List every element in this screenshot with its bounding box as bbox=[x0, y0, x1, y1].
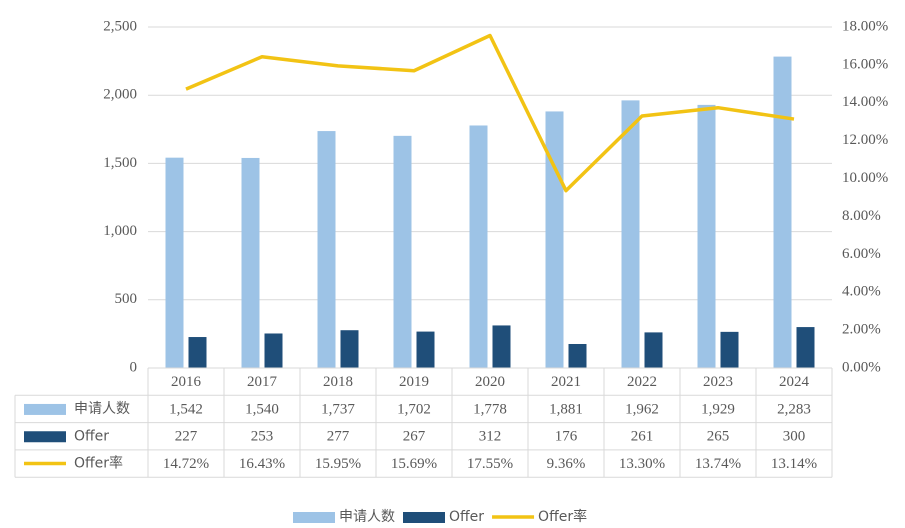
table-value: 13.14% bbox=[771, 456, 817, 472]
table-value: 1,929 bbox=[701, 401, 735, 417]
table-value: 227 bbox=[175, 429, 198, 445]
y-tick-label: 0 bbox=[130, 359, 138, 375]
table-value: 17.55% bbox=[467, 456, 513, 472]
row-label: Offer bbox=[74, 428, 109, 444]
table-value: 13.74% bbox=[695, 456, 741, 472]
legend-label[interactable]: 申请人数 bbox=[339, 509, 395, 525]
legend-symbol bbox=[24, 403, 66, 415]
y2-tick-label: 16.00% bbox=[842, 56, 888, 72]
y-tick-label: 2,000 bbox=[103, 87, 137, 103]
table-value: 1,702 bbox=[397, 401, 431, 417]
x-tick-label: 2022 bbox=[627, 374, 657, 390]
x-tick-label: 2016 bbox=[171, 374, 202, 390]
table-value: 15.69% bbox=[391, 456, 437, 472]
table-value: 253 bbox=[251, 429, 274, 445]
table-value: 15.95% bbox=[315, 456, 361, 472]
table-value: 1,540 bbox=[245, 401, 279, 417]
y2-tick-label: 14.00% bbox=[842, 94, 888, 110]
table-value: 312 bbox=[479, 429, 502, 445]
row-label: 申请人数 bbox=[74, 401, 130, 417]
x-tick-label: 2018 bbox=[323, 374, 353, 390]
table-value: 13.30% bbox=[619, 456, 665, 472]
bar bbox=[545, 111, 564, 368]
bar bbox=[317, 131, 336, 368]
y2-tick-label: 6.00% bbox=[842, 246, 881, 262]
bar bbox=[264, 333, 283, 368]
legend-label[interactable]: Offer率 bbox=[538, 508, 587, 525]
y2-tick-label: 18.00% bbox=[842, 18, 888, 34]
bar bbox=[644, 332, 663, 368]
bar bbox=[241, 157, 260, 368]
y-tick-label: 1,000 bbox=[103, 223, 137, 239]
y2-tick-label: 2.00% bbox=[842, 322, 881, 338]
y2-tick-label: 12.00% bbox=[842, 132, 888, 148]
line bbox=[185, 33, 795, 193]
x-tick-label: 2017 bbox=[247, 374, 278, 390]
bar bbox=[720, 331, 739, 368]
table-value: 1,881 bbox=[549, 401, 583, 417]
y-tick-label: 2,500 bbox=[103, 18, 137, 34]
table-value: 1,737 bbox=[321, 401, 355, 417]
x-tick-label: 2019 bbox=[399, 374, 429, 390]
row-label: Offer率 bbox=[74, 455, 123, 472]
table-value: 261 bbox=[631, 429, 654, 445]
table-value: 1,542 bbox=[169, 401, 203, 417]
table-value: 1,962 bbox=[625, 401, 659, 417]
table-value: 300 bbox=[783, 429, 806, 445]
table-value: 1,778 bbox=[473, 401, 507, 417]
table-value: 265 bbox=[707, 429, 730, 445]
y-tick-label: 1,500 bbox=[103, 155, 137, 171]
table-value: 176 bbox=[555, 429, 578, 445]
y2-tick-label: 0.00% bbox=[842, 359, 881, 375]
bar bbox=[697, 104, 716, 368]
bar bbox=[796, 327, 815, 368]
x-tick-label: 2020 bbox=[475, 374, 505, 390]
table-value: 9.36% bbox=[547, 456, 586, 472]
legend-symbol bbox=[293, 512, 335, 523]
bar bbox=[416, 331, 435, 368]
y2-tick-label: 8.00% bbox=[842, 208, 881, 224]
y2-tick-label: 10.00% bbox=[842, 170, 888, 186]
bar bbox=[188, 337, 207, 368]
bar bbox=[165, 157, 184, 368]
x-tick-label: 2021 bbox=[551, 374, 581, 390]
bar bbox=[773, 56, 792, 368]
table-value: 14.72% bbox=[163, 456, 209, 472]
table-value: 267 bbox=[403, 429, 426, 445]
bar bbox=[568, 343, 587, 368]
y2-tick-label: 4.00% bbox=[842, 284, 881, 300]
bar bbox=[492, 325, 511, 368]
y-tick-label: 500 bbox=[115, 291, 138, 307]
legend-symbol bbox=[24, 431, 66, 443]
bar bbox=[621, 100, 640, 368]
bar bbox=[393, 135, 412, 368]
table-value: 2,283 bbox=[777, 401, 811, 417]
bar bbox=[340, 330, 359, 368]
legend-label[interactable]: Offer bbox=[449, 509, 484, 525]
x-tick-label: 2023 bbox=[703, 374, 733, 390]
legend-symbol bbox=[403, 512, 445, 523]
table-value: 16.43% bbox=[239, 456, 285, 472]
table-value: 277 bbox=[327, 429, 350, 445]
x-tick-label: 2024 bbox=[779, 374, 810, 390]
bar bbox=[469, 125, 488, 368]
